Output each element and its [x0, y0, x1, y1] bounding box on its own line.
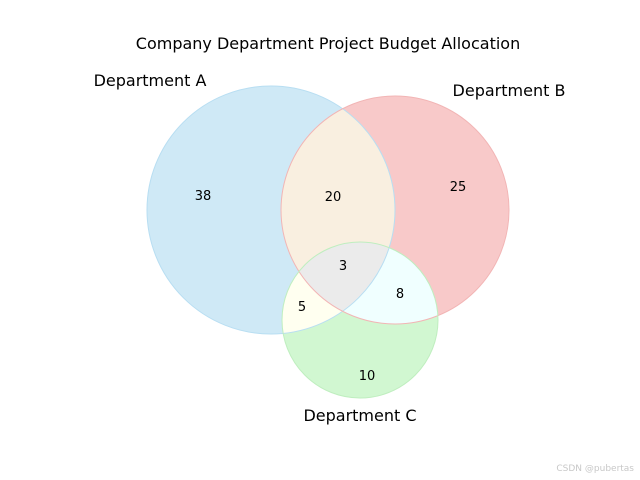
- region-value-a-b: 20: [325, 190, 342, 205]
- region-value-c-only: 10: [359, 369, 376, 384]
- region-value-b-c: 8: [396, 287, 404, 302]
- outline-department-a: [146, 85, 396, 335]
- set-label-department-a: Department A: [94, 71, 207, 90]
- watermark: CSDN @pubertas: [556, 464, 634, 474]
- region-value-a-b-c: 3: [339, 259, 347, 274]
- outline-department-b: [280, 95, 510, 325]
- region-value-a-c: 5: [298, 300, 306, 315]
- set-label-department-c: Department C: [303, 406, 416, 425]
- region-value-a-only: 38: [195, 189, 212, 204]
- chart-title: Company Department Project Budget Alloca…: [136, 34, 520, 53]
- region-value-b-only: 25: [450, 180, 467, 195]
- outline-department-c: [281, 241, 439, 399]
- set-label-department-b: Department B: [453, 81, 566, 100]
